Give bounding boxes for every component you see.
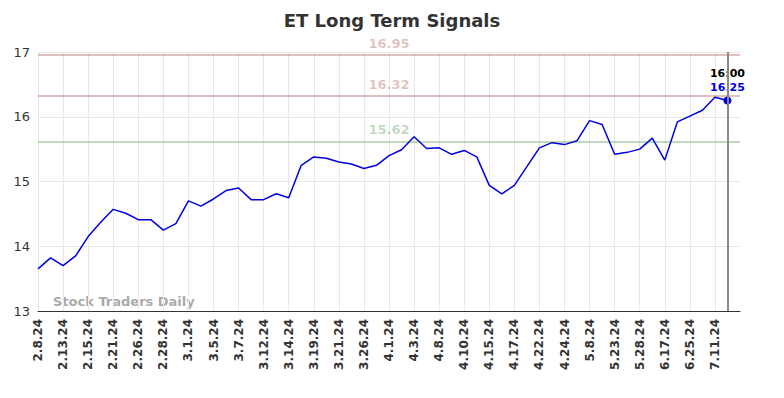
- svg-text:2.8.24: 2.8.24: [31, 319, 45, 362]
- svg-text:2.15.24: 2.15.24: [81, 319, 95, 370]
- svg-text:3.1.24: 3.1.24: [181, 319, 195, 362]
- svg-text:3.26.24: 3.26.24: [357, 319, 371, 370]
- svg-text:13: 13: [13, 304, 30, 319]
- svg-text:16.32: 16.32: [368, 77, 409, 92]
- svg-text:16.95: 16.95: [368, 36, 409, 51]
- svg-text:2.28.24: 2.28.24: [156, 319, 170, 370]
- svg-text:15.62: 15.62: [368, 122, 409, 137]
- svg-text:6.17.24: 6.17.24: [658, 319, 672, 370]
- svg-text:3.5.24: 3.5.24: [207, 319, 221, 362]
- svg-text:4.24.24: 4.24.24: [558, 319, 572, 370]
- svg-text:ET Long Term Signals: ET Long Term Signals: [284, 10, 501, 31]
- svg-text:2.13.24: 2.13.24: [56, 319, 70, 370]
- svg-text:5.28.24: 5.28.24: [633, 319, 647, 370]
- svg-text:16.25: 16.25: [710, 81, 745, 95]
- svg-text:2.21.24: 2.21.24: [106, 319, 120, 370]
- svg-text:7.11.24: 7.11.24: [708, 319, 722, 370]
- svg-text:6.25.24: 6.25.24: [683, 319, 697, 370]
- svg-text:4.15.24: 4.15.24: [482, 319, 496, 370]
- svg-text:5.8.24: 5.8.24: [583, 319, 597, 362]
- svg-text:4.1.24: 4.1.24: [382, 319, 396, 362]
- svg-text:4.17.24: 4.17.24: [507, 319, 521, 370]
- svg-text:5.23.24: 5.23.24: [608, 319, 622, 370]
- svg-text:17: 17: [13, 45, 30, 60]
- svg-text:4.22.24: 4.22.24: [532, 319, 546, 370]
- svg-text:14: 14: [13, 239, 30, 254]
- svg-text:3.19.24: 3.19.24: [307, 319, 321, 370]
- svg-text:16:00: 16:00: [710, 67, 745, 81]
- svg-text:4.8.24: 4.8.24: [432, 319, 446, 362]
- svg-text:4.10.24: 4.10.24: [457, 319, 471, 370]
- svg-text:2.26.24: 2.26.24: [131, 319, 145, 370]
- svg-text:15: 15: [13, 174, 30, 189]
- svg-text:3.7.24: 3.7.24: [232, 319, 246, 362]
- svg-text:Stock Traders Daily: Stock Traders Daily: [53, 294, 195, 309]
- svg-text:3.12.24: 3.12.24: [257, 319, 271, 370]
- svg-text:3.21.24: 3.21.24: [332, 319, 346, 370]
- svg-text:3.14.24: 3.14.24: [282, 319, 296, 370]
- svg-text:4.3.24: 4.3.24: [407, 319, 421, 362]
- svg-text:16: 16: [13, 109, 30, 124]
